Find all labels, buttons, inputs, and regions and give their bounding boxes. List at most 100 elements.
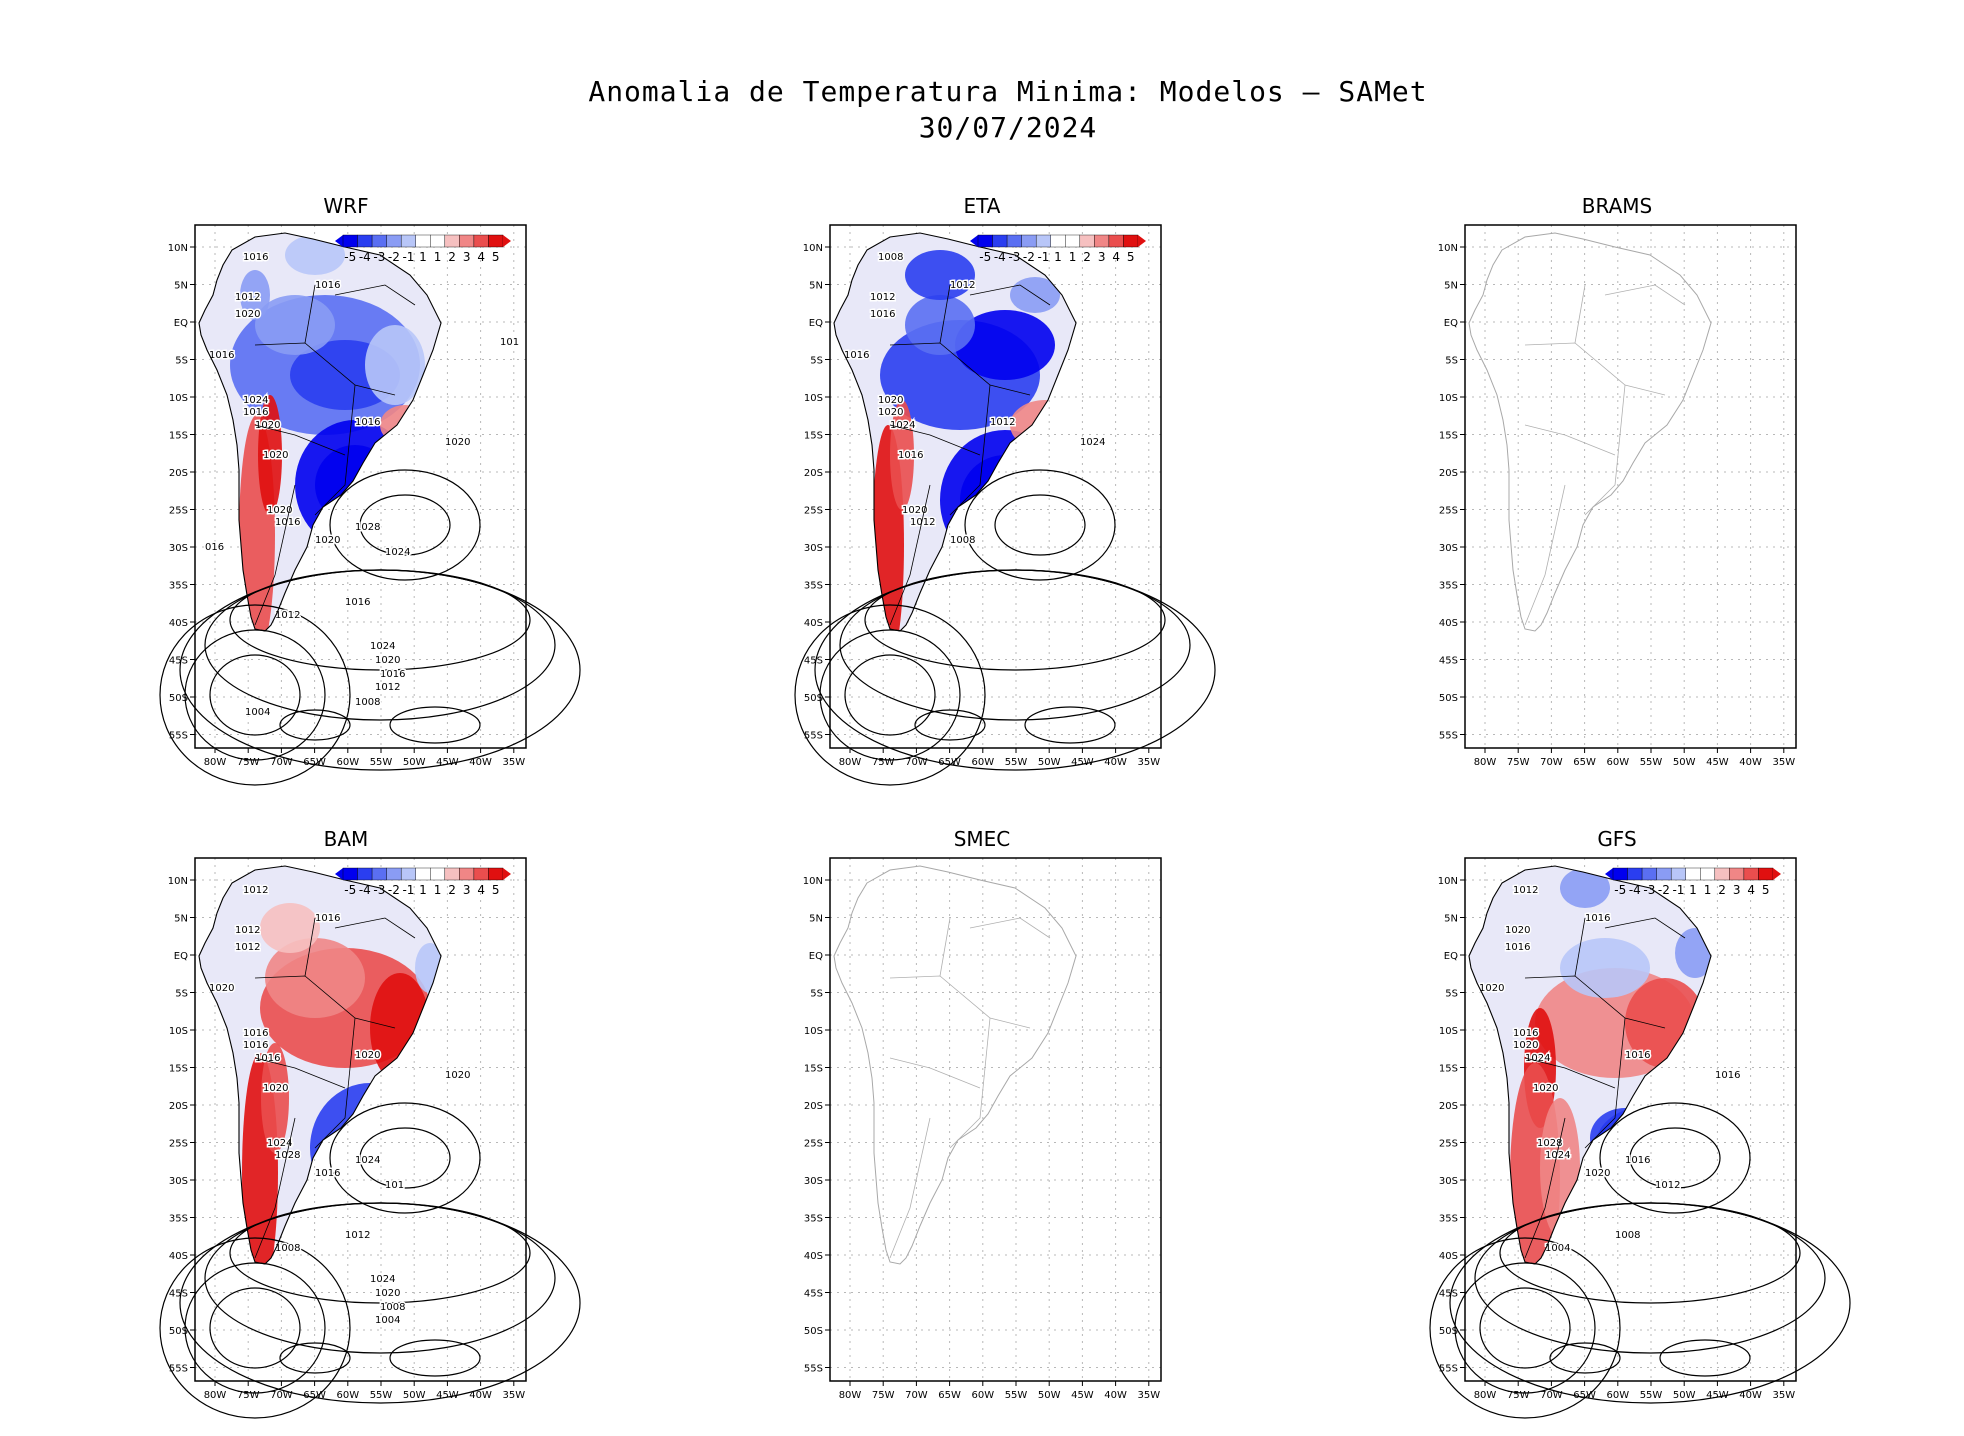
lat-label: 5S (175, 989, 188, 1000)
lat-label: 5S (810, 356, 823, 367)
colorbar-arrow-left (970, 235, 978, 247)
lon-label: 50W (1673, 757, 1696, 768)
country-borders (889, 917, 1051, 1259)
border-line (1584, 384, 1626, 516)
isobar-label: 1024 (890, 420, 915, 431)
colorbar-label: 2 (448, 883, 456, 897)
lon-label: 40W (469, 757, 492, 768)
lon-label: 50W (1038, 1390, 1061, 1401)
isobar-label: 1016 (1585, 913, 1610, 924)
isobar-label: 1020 (1513, 1040, 1538, 1051)
anomaly-patch (365, 325, 425, 405)
isobar-label: 1012 (235, 292, 260, 303)
isobar-label: 1020 (902, 505, 927, 516)
lat-label: 20S (1439, 468, 1458, 479)
isobar-label: 1016 (255, 1053, 280, 1064)
isobar-label: 101 (385, 1180, 404, 1191)
isobar-label: 1012 (1513, 885, 1538, 896)
colorbar-label: -2 (1023, 250, 1035, 264)
isobar-label: 1008 (1615, 1230, 1640, 1241)
colorbar-arrow-right (1773, 868, 1781, 880)
colorbar-label: 2 (448, 250, 456, 264)
lon-label: 45W (1706, 1390, 1729, 1401)
border-line (969, 284, 1051, 306)
colorbar-label: 5 (492, 883, 500, 897)
lon-label: 55W (1640, 1390, 1663, 1401)
border-line (939, 917, 951, 977)
lat-label: 10N (168, 876, 188, 887)
isobar-line (329, 469, 481, 581)
lat-label: 35S (1439, 581, 1458, 592)
colorbar-swatch (1021, 234, 1037, 248)
figure-title-line-1: Anomalia de Temperatura Minima: Modelos … (588, 75, 1428, 108)
lon-label: 65W (938, 1390, 961, 1401)
isobars: 1008101210121016101610201020102410161012… (794, 251, 1216, 786)
colorbar-label: 5 (492, 250, 500, 264)
isobar-label: 1012 (990, 417, 1015, 428)
lat-label: 45S (804, 656, 823, 667)
isobar-label: 1020 (375, 1288, 400, 1299)
lat-label: 5S (1445, 989, 1458, 1000)
isobar-label: 1020 (1505, 925, 1530, 936)
colorbar-label: -4 (1629, 883, 1641, 897)
map-background (830, 858, 1161, 1381)
lat-label: 30S (169, 543, 188, 554)
isobar-label: 1028 (275, 1150, 300, 1161)
lon-label: 75W (872, 757, 895, 768)
colorbar-swatch (1641, 867, 1657, 881)
border-line (1524, 342, 1666, 396)
lon-label: 65W (1573, 1390, 1596, 1401)
anomaly-patch (261, 1043, 289, 1153)
lat-label: 25S (169, 506, 188, 517)
lon-label: 65W (1573, 757, 1596, 768)
isobars: 1016101610121020101610241016102010201016… (159, 251, 581, 786)
lat-label: 5S (810, 989, 823, 1000)
isobar-label: 1016 (1625, 1155, 1650, 1166)
colorbar-label: 1 (1054, 250, 1062, 264)
panel-title-eta: ETA (963, 194, 1001, 218)
lat-label: EQ (809, 951, 823, 962)
colorbar-swatch (1670, 867, 1686, 881)
anomaly-patch (905, 250, 975, 300)
country-borders (1524, 284, 1686, 626)
isobar-label: 1016 (1513, 1028, 1538, 1039)
colorbar-label: -4 (359, 883, 371, 897)
isobar-label: 1012 (910, 517, 935, 528)
lon-label: 60W (1606, 757, 1629, 768)
isobar-label: 1016 (243, 252, 268, 263)
colorbar-swatch (357, 234, 373, 248)
isobar-label: 1020 (263, 450, 288, 461)
lat-label: 45S (169, 656, 188, 667)
isobar-line (184, 1262, 326, 1394)
colorbar-label: -3 (1008, 250, 1020, 264)
lat-label: 25S (1439, 1139, 1458, 1150)
isobar-label: 1024 (267, 1138, 292, 1149)
colorbar-label: 1 (1069, 250, 1077, 264)
lon-label: 80W (1474, 1390, 1497, 1401)
colorbar-label: -1 (1672, 883, 1684, 897)
lat-label: EQ (174, 318, 188, 329)
lon-label: 80W (839, 757, 862, 768)
lat-label: 5N (809, 281, 823, 292)
lon-label: 60W (336, 757, 359, 768)
anomaly-patch (285, 235, 345, 275)
colorbar-swatch (400, 234, 416, 248)
isobar-label: 1004 (375, 1315, 400, 1326)
colorbar-label: 5 (1762, 883, 1770, 897)
anomaly-field (1469, 866, 1711, 1264)
isobar-label: 1008 (355, 697, 380, 708)
isobar-label: 1012 (375, 682, 400, 693)
isobar-label: 1020 (355, 1050, 380, 1061)
lat-label: 10S (1439, 1026, 1458, 1037)
isobar-label: 1016 (315, 280, 340, 291)
border-line (1524, 975, 1666, 1029)
graticule (1465, 225, 1796, 748)
isobar-label: 1012 (235, 925, 260, 936)
isobar-line (1454, 1262, 1596, 1394)
lon-label: 40W (1739, 757, 1762, 768)
isobar-label: 1028 (1537, 1138, 1562, 1149)
lat-label: 40S (804, 1251, 823, 1262)
isobar-line (814, 569, 1216, 771)
isobar-label: 1016 (209, 350, 234, 361)
isobar-line (1479, 1287, 1571, 1369)
